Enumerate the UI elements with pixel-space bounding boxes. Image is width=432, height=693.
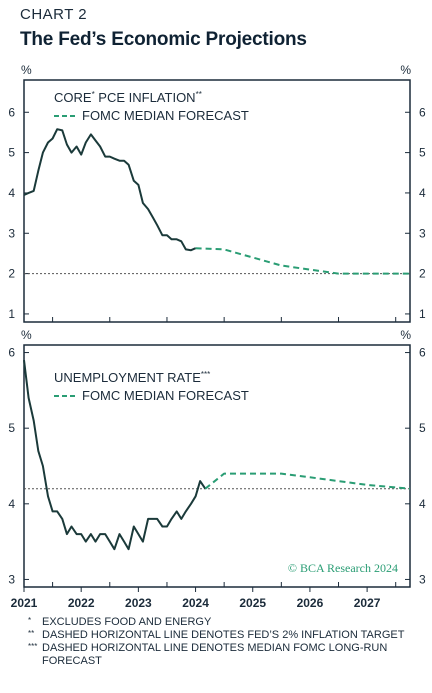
inflation-legend-forecast-label: FOMC MEDIAN FORECAST: [82, 108, 249, 123]
footnote-2-mark: **: [28, 629, 35, 638]
xaxis-year-label: 2025: [239, 596, 266, 610]
inflation-ytick-left-label: 1: [8, 307, 15, 321]
unemployment-ytick-right-label: 6: [419, 346, 426, 360]
inflation-ytick-right-label: 2: [419, 267, 426, 281]
unemployment-ytick-right-label: 3: [419, 572, 426, 586]
inflation-legend-actual-label: CORE* PCE INFLATION**: [54, 90, 202, 105]
inflation-unit-label-left: %: [21, 63, 32, 77]
inflation-ytick-left-label: 3: [8, 226, 15, 240]
footnotes: * EXCLUDES FOOD AND ENERGY ** DASHED HOR…: [28, 616, 428, 668]
chart-number-label: CHART 2: [20, 6, 88, 23]
inflation-actual-series-line: [23, 128, 196, 252]
unemployment-actual-series-line: [23, 359, 207, 551]
unemployment-ytick-left-label: 3: [8, 572, 15, 586]
unemployment-forecast-series-line: [204, 472, 411, 490]
unemployment-unit-label-right: %: [400, 328, 411, 342]
unemployment-unit-label-left: %: [21, 328, 32, 342]
inflation-unit-label-right: %: [400, 63, 411, 77]
footnote-3-text: DASHED HORIZONTAL LINE DENOTES MEDIAN FO…: [42, 642, 388, 667]
unemployment-ytick-right-label: 4: [419, 497, 426, 511]
unemployment-legend-forecast-label: FOMC MEDIAN FORECAST: [82, 388, 249, 403]
footnote-1-mark: *: [28, 616, 32, 625]
footnote-1: * EXCLUDES FOOD AND ENERGY: [28, 616, 428, 629]
unemployment-legend-actual-label: UNEMPLOYMENT RATE***: [54, 370, 210, 385]
footnote-2: ** DASHED HORIZONTAL LINE DENOTES FED’S …: [28, 629, 428, 642]
unemployment-ytick-left-label: 4: [8, 497, 15, 511]
xaxis-year-label: 2027: [354, 596, 381, 610]
inflation-plot-frame: [23, 79, 411, 323]
footnote-3-mark: ***: [28, 642, 38, 651]
inflation-ytick-left-label: 5: [8, 146, 15, 160]
unemployment-ytick-left-label: 5: [8, 421, 15, 435]
inflation-ytick-right-label: 4: [419, 186, 426, 200]
xaxis-year-label: 2024: [182, 596, 209, 610]
unemployment-plot-frame: [23, 344, 411, 588]
inflation-ytick-right-label: 5: [419, 146, 426, 160]
inflation-ytick-left-label: 2: [8, 267, 15, 281]
inflation-ytick-left-label: 4: [8, 186, 15, 200]
footnote-2-text: DASHED HORIZONTAL LINE DENOTES FED’S 2% …: [42, 629, 405, 641]
inflation-ytick-right-label: 1: [419, 307, 426, 321]
xaxis-year-label: 2023: [125, 596, 152, 610]
chart-title: The Fed’s Economic Projections: [20, 29, 307, 50]
inflation-forecast-series-line: [195, 247, 410, 275]
unemployment-ytick-right-label: 5: [419, 421, 426, 435]
xaxis-year-label: 2021: [11, 596, 38, 610]
inflation-ytick-right-label: 6: [419, 105, 426, 119]
xaxis-year-label: 2026: [297, 596, 324, 610]
charts-canvas: % % 1 1 2 2 3 3 4 4 5 5 6 6 CORE* PCE INFLATION** FOMC …: [8, 63, 426, 610]
footnote-3: *** DASHED HORIZONTAL LINE DENOTES MEDIA…: [28, 642, 428, 668]
xaxis-year-label: 2022: [68, 596, 95, 610]
unemployment-ytick-left-label: 6: [8, 346, 15, 360]
inflation-ytick-right-label: 3: [419, 226, 426, 240]
inflation-ytick-left-label: 6: [8, 105, 15, 119]
footnote-1-text: EXCLUDES FOOD AND ENERGY: [42, 616, 212, 628]
copyright-text: © BCA Research 2024: [288, 561, 398, 575]
